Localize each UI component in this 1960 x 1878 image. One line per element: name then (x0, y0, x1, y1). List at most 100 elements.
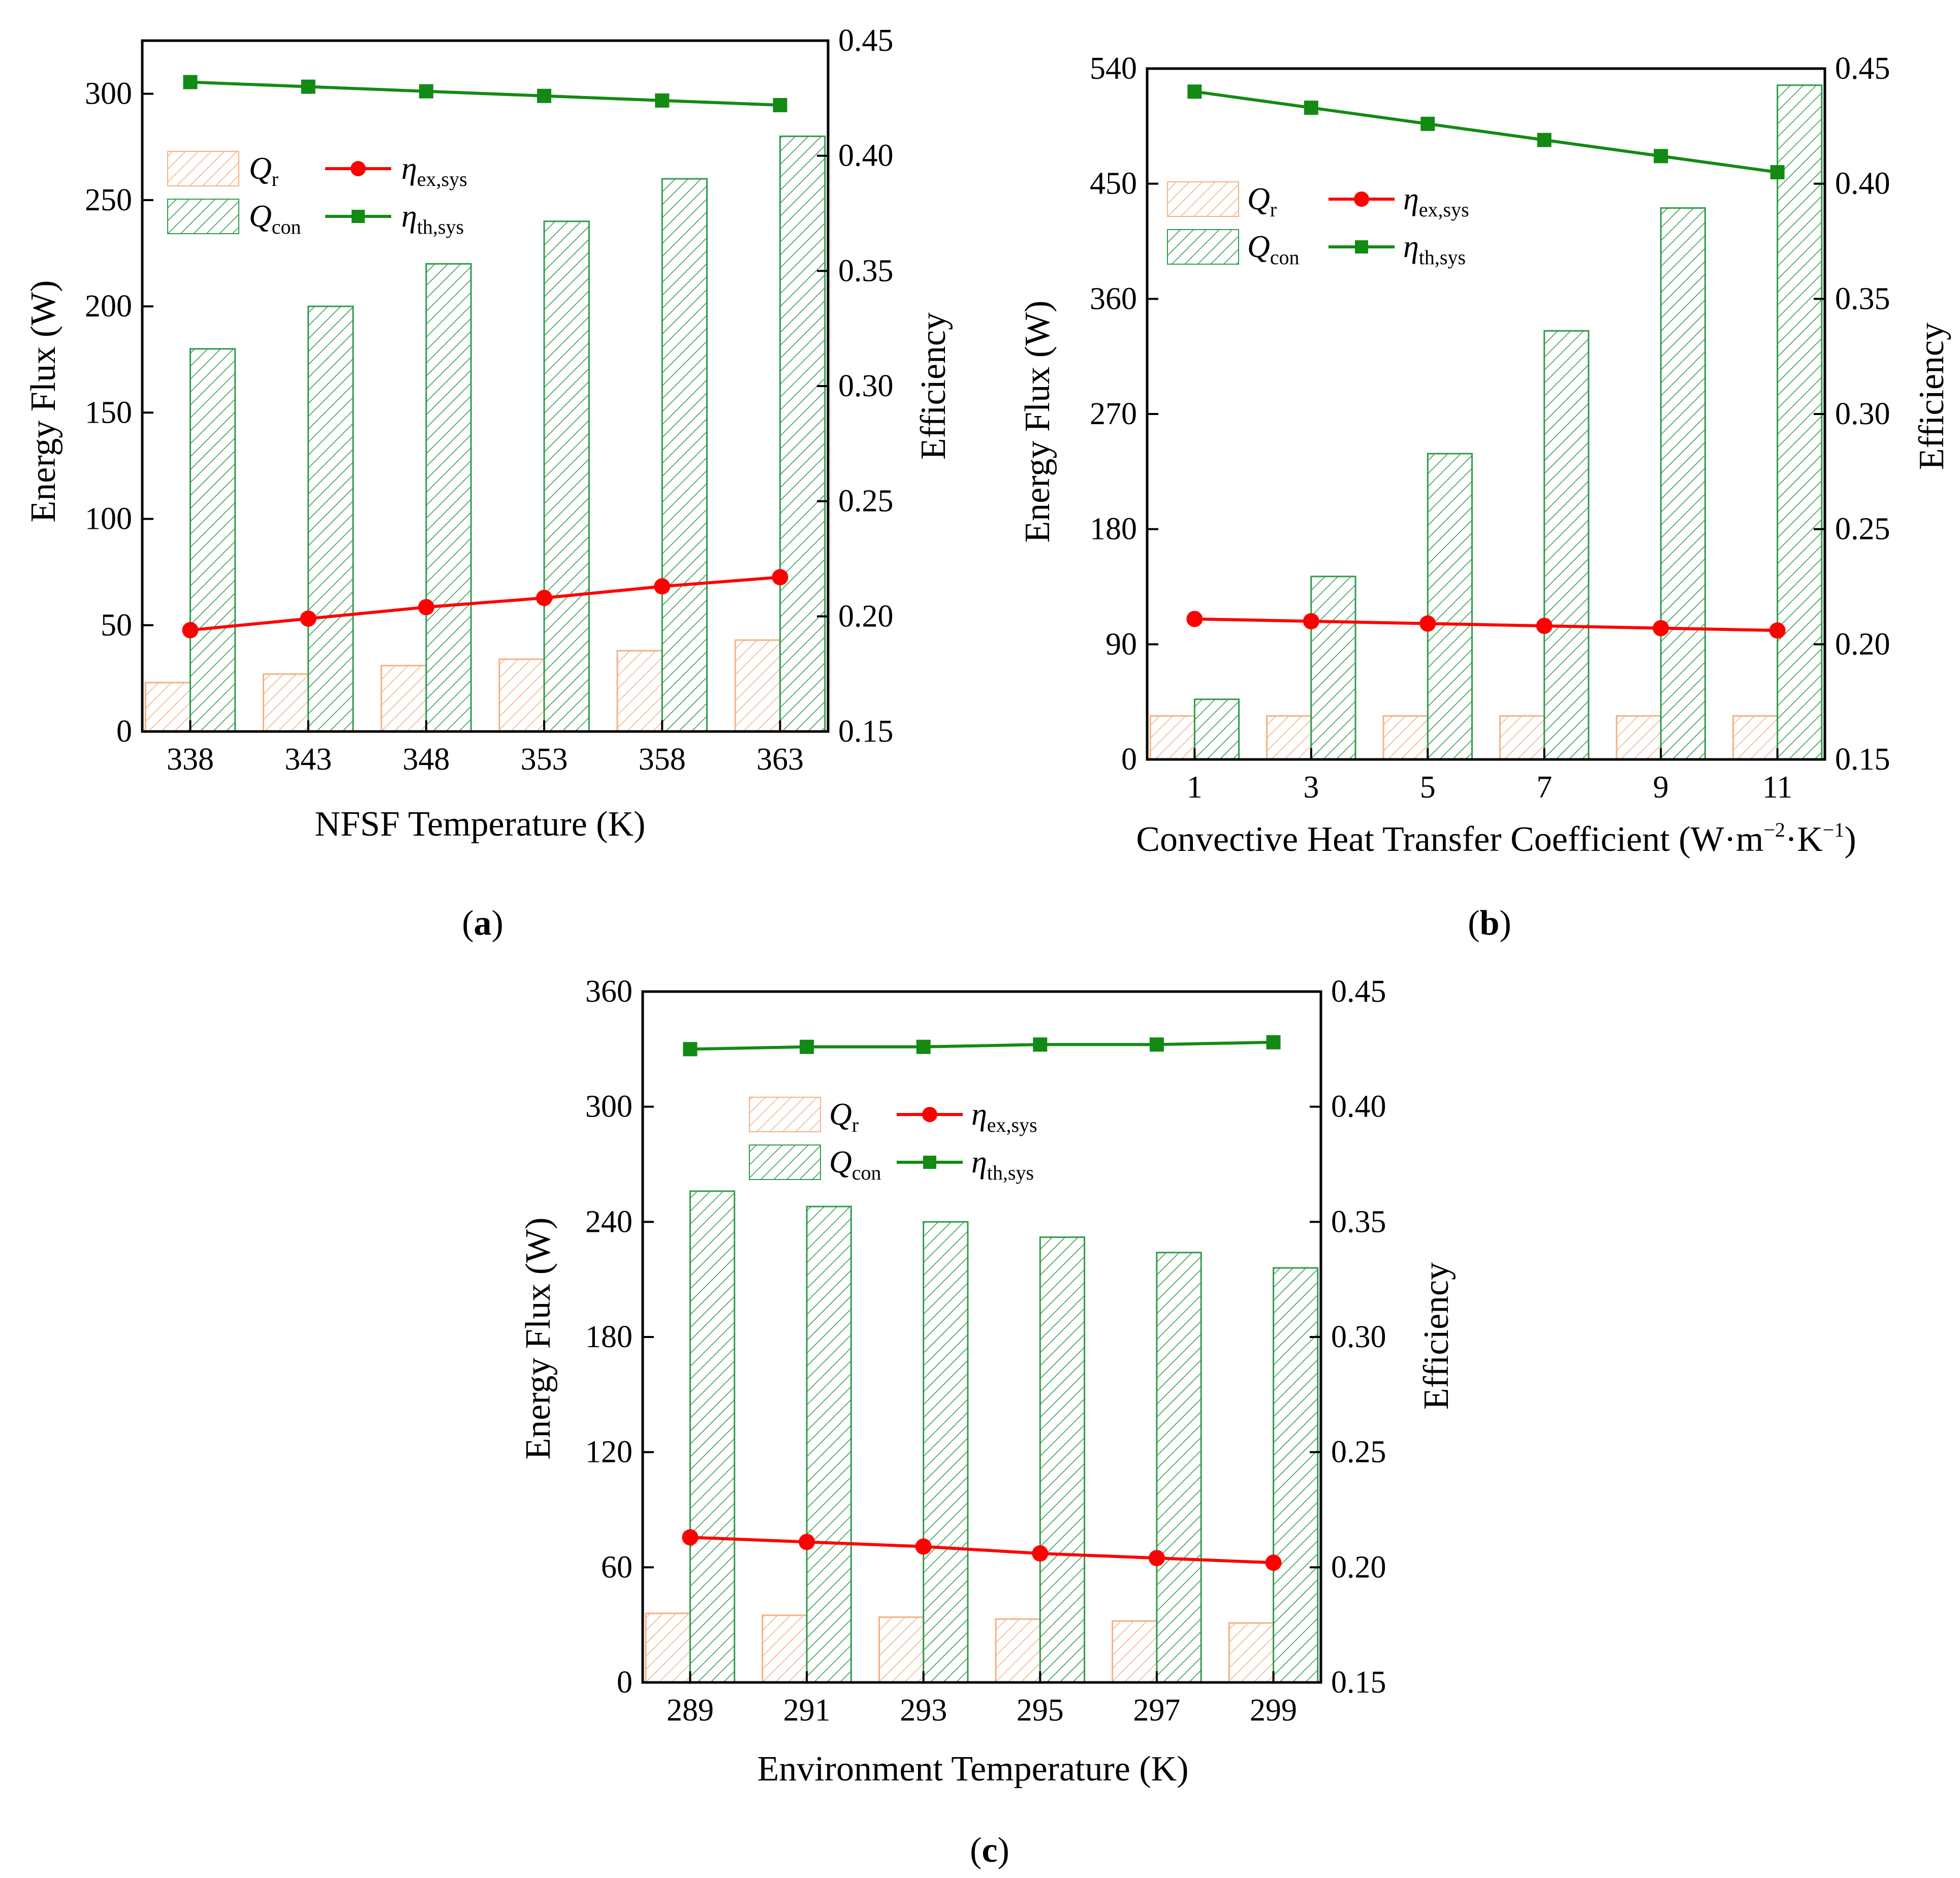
legend-eta-ex: ηex,sys (1329, 182, 1469, 221)
y2-tick-label: 0.25 (838, 484, 894, 519)
bar-qcon-297 (1156, 1252, 1202, 1683)
x-tick-label: 1 (1187, 770, 1203, 805)
x-tick-label: 343 (284, 742, 332, 777)
point-eta-th-sys-295 (1033, 1037, 1048, 1052)
x-tick-label: 7 (1536, 770, 1552, 805)
line-eta-th-sys (190, 80, 780, 107)
legend-qr-label: Qr (829, 1097, 859, 1136)
chart-a-caption: (a) (462, 904, 503, 943)
legend-qr: Qr (1167, 181, 1277, 221)
y-tick-label: 360 (585, 974, 633, 1009)
bar-qr-11 (1732, 715, 1779, 760)
chart-c-y2label: Efficiency (1417, 1262, 1456, 1410)
x-tick-label: 358 (639, 742, 686, 777)
line-eta-ex-sys (190, 576, 780, 632)
y2-tick-label: 0.35 (838, 253, 894, 288)
x-tick-label: 289 (667, 1693, 714, 1728)
point-eta-ex-sys-1 (1186, 611, 1203, 627)
y-tick-label: 100 (85, 502, 132, 536)
point-eta-ex-sys-291 (799, 1534, 815, 1550)
y-tick-label: 200 (85, 289, 132, 324)
legend-qr-label: Qr (1247, 182, 1277, 221)
x-tick-label: 295 (1017, 1693, 1064, 1728)
y-tick-label: 300 (85, 77, 132, 111)
y-tick-label: 60 (601, 1550, 633, 1584)
legend-qr-swatch (749, 1097, 821, 1132)
bar-qr-295 (995, 1618, 1041, 1683)
y2-tick-label: 0.25 (1835, 512, 1890, 547)
y2-tick-label: 0.30 (1331, 1320, 1386, 1354)
line-eta-th-sys (690, 1040, 1274, 1051)
legend-eta-th-label: ηth,sys (401, 199, 464, 238)
y2-tick-label: 0.45 (838, 23, 894, 58)
point-eta-th-sys-11 (1770, 165, 1785, 179)
x-tick-label: 348 (402, 742, 450, 777)
y-tick-label: 300 (585, 1090, 633, 1124)
point-eta-th-sys-353 (537, 88, 552, 103)
point-eta-ex-sys-338 (182, 622, 199, 639)
x-tick-label: 293 (900, 1693, 947, 1728)
x-tick-label: 338 (167, 742, 214, 777)
y-tick-label: 270 (1090, 397, 1137, 431)
point-eta-ex-sys-293 (915, 1538, 932, 1555)
point-eta-ex-sys-343 (300, 610, 317, 627)
legend-eta-ex-label: ηex,sys (401, 151, 467, 190)
y-tick-label: 50 (101, 608, 132, 643)
chart-c-legend: Qr Qcon ηex,sys ηth,sys (749, 1097, 1037, 1184)
bar-qr-5 (1382, 715, 1429, 760)
legend-eta-ex-marker (922, 1107, 937, 1122)
chart-b-legend: Qr Qcon ηex,sys ηth,sys (1167, 181, 1469, 269)
y2-tick-label: 0.30 (1835, 397, 1890, 431)
legend-qcon: Qcon (167, 199, 301, 238)
legend-qcon-swatch (167, 199, 239, 234)
legend-eta-th-marker (1355, 240, 1368, 253)
y2-tick-label: 0.40 (1835, 167, 1890, 201)
chart-a-ylabel: Energy Flux (W) (24, 280, 63, 523)
y-tick-label: 250 (85, 183, 132, 217)
bar-qcon-348 (425, 263, 472, 733)
legend-eta-ex: ηex,sys (325, 151, 467, 190)
legend-qr-label: Qr (249, 151, 278, 190)
y-tick-label: 240 (585, 1204, 633, 1239)
bar-qcon-363 (779, 135, 826, 733)
y-tick-label: 360 (1090, 281, 1137, 316)
bar-qr-3 (1266, 715, 1312, 760)
chart-panel-b: 0 90 180 270 360 450 540 0.15 0.20 0.25 0.30 0.35 0.… (1018, 51, 1951, 943)
point-eta-th-sys-289 (683, 1042, 698, 1057)
legend-qcon-label: Qcon (1247, 230, 1300, 269)
chart-a-legend: Qr Qcon ηex,sys ηth,sys (167, 151, 467, 238)
point-eta-th-sys-291 (800, 1039, 814, 1054)
legend-qr-swatch (1167, 181, 1239, 217)
chart-a-frame (141, 39, 830, 733)
bar-qr-9 (1616, 715, 1662, 760)
y-tick-label: 0 (116, 714, 132, 749)
legend-eta-ex-marker (1354, 192, 1369, 207)
y2-tick-label: 0.40 (838, 139, 894, 173)
legend-qcon: Qcon (749, 1144, 881, 1184)
bar-qr-291 (762, 1614, 808, 1683)
point-eta-ex-sys-297 (1148, 1550, 1165, 1567)
line-eta-ex-sys (690, 1536, 1274, 1565)
bar-qr-297 (1112, 1620, 1158, 1683)
y2-tick-label: 0.35 (1331, 1204, 1386, 1239)
y2-tick-label: 0.45 (1331, 974, 1386, 1009)
chart-a-y2label: Efficiency (914, 312, 953, 460)
bar-qr-299 (1228, 1622, 1275, 1683)
bar-qr-343 (262, 673, 309, 733)
legend-eta-th-label: ηth,sys (971, 1145, 1034, 1184)
x-tick-label: 297 (1133, 1693, 1180, 1728)
y2-tick-label: 0.20 (1331, 1550, 1386, 1584)
y-tick-label: 90 (1105, 627, 1137, 661)
legend-qr-swatch (167, 151, 239, 186)
x-tick-label: 9 (1653, 770, 1669, 805)
chart-a-xlabel: NFSF Temperature (K) (315, 805, 646, 844)
bar-qcon-295 (1039, 1236, 1086, 1683)
line-eta-ex-sys (1194, 617, 1778, 632)
legend-qcon-label: Qcon (829, 1145, 881, 1184)
legend-eta-th-label: ηth,sys (1403, 230, 1466, 269)
chart-c-caption: (c) (970, 1831, 1009, 1870)
point-eta-ex-sys-11 (1769, 622, 1786, 639)
bar-qr-348 (381, 664, 427, 733)
chart-b-caption: (b) (1468, 904, 1511, 943)
